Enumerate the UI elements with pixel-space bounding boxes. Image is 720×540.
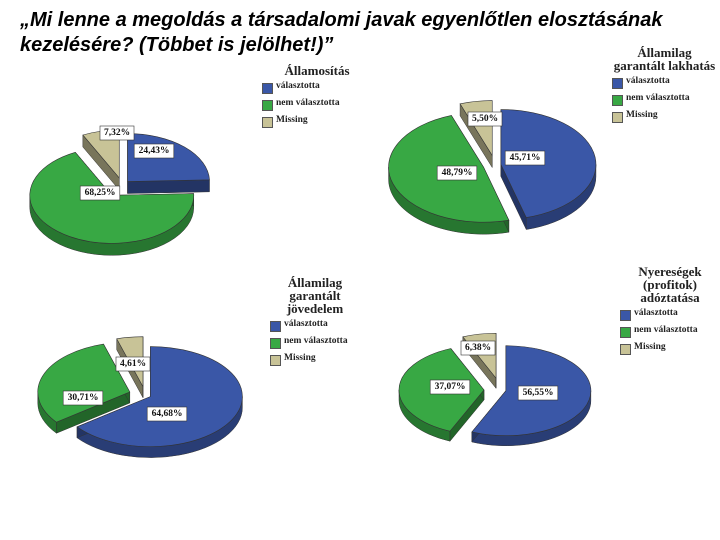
chart-title: Államilag garantált jövedelem [286, 275, 344, 316]
data-label-missing: 5,50% [467, 111, 503, 127]
legend-label: választotta [276, 81, 320, 91]
data-label-missing: 4,61% [115, 356, 151, 372]
slice-valasztotta [76, 346, 243, 447]
chart-title: Államilag garantált lakhatás [613, 45, 716, 73]
data-label-nem-valasztotta: 37,07% [429, 379, 471, 395]
legend-label: választotta [634, 308, 678, 318]
legend-swatch [612, 112, 623, 123]
legend-label: választotta [626, 76, 670, 86]
legend-item-valasztotta: választotta [270, 319, 360, 332]
legend-item-valasztotta: választotta [612, 76, 717, 89]
legend-item-nem-valasztotta: nem választotta [612, 93, 717, 106]
data-label-valasztotta: 24,43% [133, 143, 175, 159]
svg-text:24,43%: 24,43% [139, 146, 170, 156]
data-label-valasztotta: 56,55% [517, 385, 559, 401]
svg-text:37,07%: 37,07% [435, 382, 466, 392]
legend-label: választotta [284, 319, 328, 329]
legend-swatch [262, 100, 273, 111]
data-label-missing: 7,32% [99, 125, 135, 141]
legend-jovedelem: Államilag garantált jövedelem választott… [270, 276, 360, 366]
legend-lakhatas: Államilag garantált lakhatás választotta… [612, 46, 717, 123]
pie-chart-lakhatas: 45,71% 48,79% 5,50% [388, 100, 597, 235]
legend-item-missing: Missing [262, 115, 372, 128]
legend-item-valasztotta: választotta [620, 308, 720, 321]
data-label-missing: 6,38% [460, 340, 496, 356]
slice-nem-valasztotta [37, 343, 131, 423]
data-label-valasztotta: 64,68% [146, 406, 188, 422]
legend-label: nem választotta [634, 325, 698, 335]
data-label-valasztotta: 45,71% [504, 150, 546, 166]
legend-label: nem választotta [284, 336, 348, 346]
legend-label: Missing [276, 115, 308, 125]
svg-text:64,68%: 64,68% [152, 409, 183, 419]
legend-label: Missing [626, 110, 658, 120]
svg-text:48,79%: 48,79% [442, 168, 473, 178]
legend-item-missing: Missing [620, 342, 720, 355]
slice-valasztotta [500, 109, 597, 218]
pie-chart-allamositas: 24,43% 68,25% 7,32% [29, 125, 210, 256]
legend-swatch [262, 83, 273, 94]
legend-item-nem-valasztotta: nem választotta [270, 336, 360, 349]
data-label-nem-valasztotta: 30,71% [62, 390, 104, 406]
legend-swatch [270, 321, 281, 332]
legend-nyeresegek: Nyereségek (profitok) adóztatása választ… [620, 265, 720, 355]
pie-chart-nyeresegek: 56,55% 37,07% 6,38% [398, 332, 592, 446]
data-label-nem-valasztotta: 48,79% [436, 165, 478, 181]
legend-swatch [270, 355, 281, 366]
pie-chart-jovedelem: 64,68% 30,71% 4,61% [37, 336, 243, 458]
legend-swatch [262, 117, 273, 128]
svg-text:45,71%: 45,71% [510, 153, 541, 163]
legend-label: Missing [634, 342, 666, 352]
slide-title: „Mi lenne a megoldás a társadalomi javak… [20, 9, 663, 56]
legend-item-nem-valasztotta: nem választotta [620, 325, 720, 338]
legend-swatch [612, 78, 623, 89]
svg-text:6,38%: 6,38% [465, 343, 491, 353]
legend-swatch [620, 310, 631, 321]
legend-item-missing: Missing [612, 110, 717, 123]
legend-item-missing: Missing [270, 353, 360, 366]
data-label-nem-valasztotta: 68,25% [79, 185, 121, 201]
legend-allamositas: Államosítás választotta nem választotta … [262, 64, 372, 128]
svg-text:7,32%: 7,32% [104, 128, 130, 138]
legend-label: nem választotta [276, 98, 340, 108]
legend-label: Missing [284, 353, 316, 363]
svg-text:56,55%: 56,55% [523, 388, 554, 398]
legend-swatch [612, 95, 623, 106]
svg-text:5,50%: 5,50% [472, 114, 498, 124]
legend-swatch [620, 344, 631, 355]
legend-label: nem választotta [626, 93, 690, 103]
svg-text:68,25%: 68,25% [85, 188, 116, 198]
chart-title: Államosítás [284, 63, 350, 78]
legend-swatch [270, 338, 281, 349]
legend-item-valasztotta: választotta [262, 81, 372, 94]
chart-title: Nyereségek (profitok) adóztatása [638, 264, 702, 305]
legend-swatch [620, 327, 631, 338]
svg-text:30,71%: 30,71% [68, 393, 99, 403]
legend-item-nem-valasztotta: nem választotta [262, 98, 372, 111]
svg-text:4,61%: 4,61% [120, 359, 146, 369]
